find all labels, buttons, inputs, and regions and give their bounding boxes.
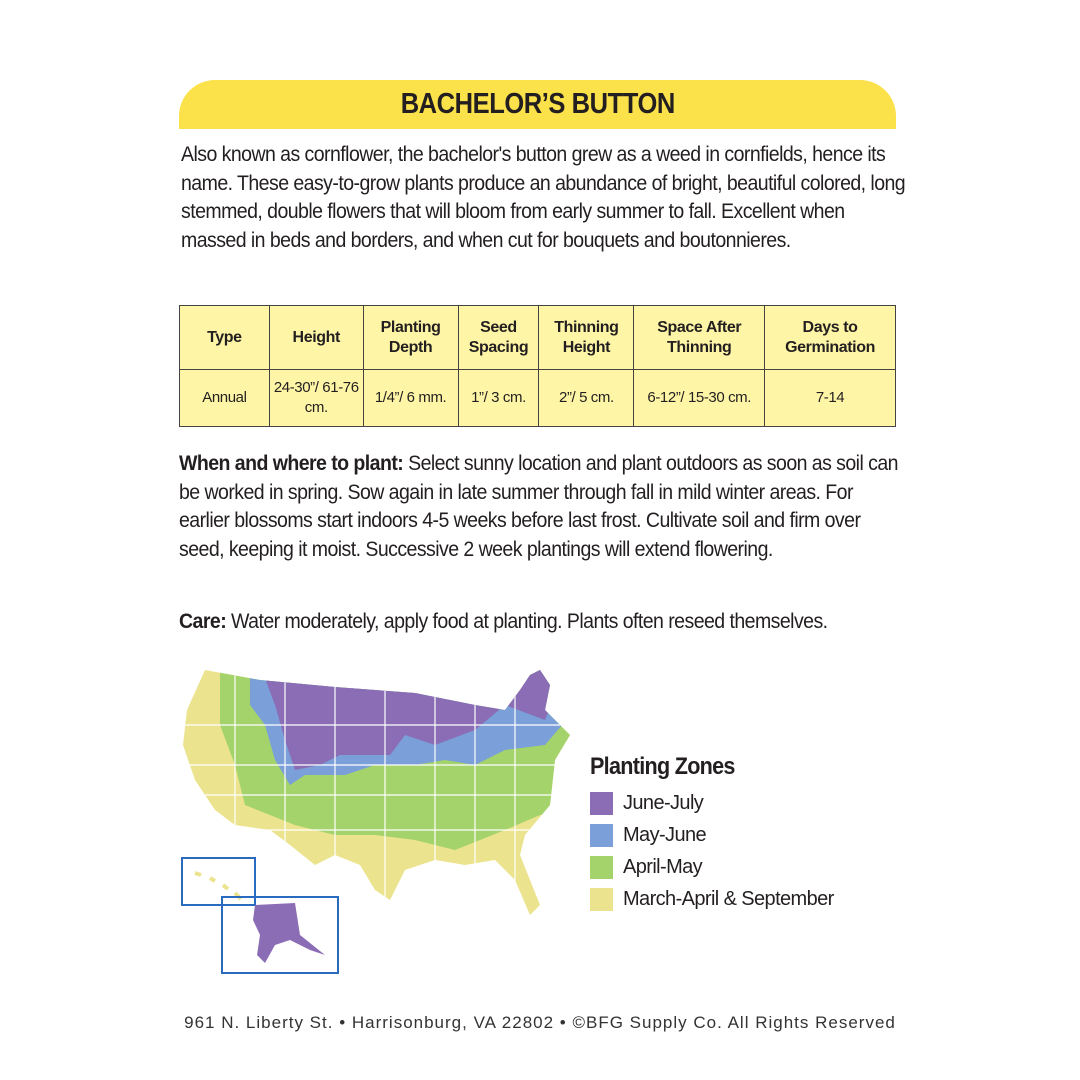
legend-item-june-july: June-July: [590, 787, 834, 819]
legend-swatch: [590, 791, 613, 815]
legend-label: April-May: [623, 855, 703, 878]
hawaii-inset: [181, 857, 256, 906]
legend-label: June-July: [623, 791, 704, 814]
value-cell: 7-14: [764, 369, 896, 427]
planting-zone-map: [181, 670, 570, 974]
footer-address: 961 N. Liberty St. • Harrisonburg, VA 22…: [184, 1013, 896, 1032]
legend-item-march-april-september: March-April & September: [590, 883, 834, 915]
hawaii-islands: [194, 871, 243, 901]
plant-title: BACHELOR’S BUTTON: [400, 88, 675, 120]
alaska-inset: [221, 896, 339, 974]
legend-swatch: [590, 855, 613, 879]
care-text: Water moderately, apply food at planting…: [226, 610, 828, 633]
table-row: Annual 24-30”/ 61-76 cm. 1/4”/ 6 mm. 1”/…: [179, 369, 896, 427]
header-cell: Thinning Height: [538, 305, 635, 370]
value-cell: 6-12”/ 15-30 cm.: [633, 369, 766, 427]
care-paragraph: Care: Water moderately, apply food at pl…: [179, 608, 904, 637]
value-cell: Annual: [179, 369, 270, 427]
legend-swatch: [590, 887, 613, 911]
value-cell: 1”/ 3 cm.: [457, 369, 540, 427]
when-label: When and where to plant:: [179, 452, 404, 475]
legend-label: May-June: [623, 823, 707, 846]
when-where-paragraph: When and where to plant: Select sunny lo…: [179, 450, 904, 564]
legend-item-april-may: April-May: [590, 851, 834, 883]
header-cell: Seed Spacing: [457, 305, 540, 370]
title-banner: BACHELOR’S BUTTON: [179, 80, 896, 129]
when-text: Select sunny location and plant outdoors…: [179, 452, 898, 561]
header-cell: Height: [268, 305, 364, 370]
alaska-shape: [253, 903, 325, 963]
care-label: Care:: [179, 610, 227, 633]
header-cell: Days to Germination: [764, 305, 896, 370]
value-cell: 2”/ 5 cm.: [538, 369, 635, 427]
map-legend: Planting Zones June-July May-June April-…: [590, 753, 834, 915]
value-cell: 1/4”/ 6 mm.: [362, 369, 459, 427]
legend-label: March-April & September: [623, 887, 834, 910]
table-header-row: Type Height Planting Depth Seed Spacing …: [179, 305, 896, 370]
header-cell: Space After Thinning: [633, 305, 766, 370]
header-cell: Type: [179, 305, 270, 370]
value-cell: 24-30”/ 61-76 cm.: [268, 369, 364, 427]
legend-item-may-june: May-June: [590, 819, 834, 851]
legend-swatch: [590, 823, 613, 847]
planting-table: Type Height Planting Depth Seed Spacing …: [179, 305, 896, 427]
intro-text: Also known as cornflower, the bachelor's…: [181, 143, 906, 252]
header-cell: Planting Depth: [362, 305, 459, 370]
legend-title: Planting Zones: [590, 753, 735, 780]
